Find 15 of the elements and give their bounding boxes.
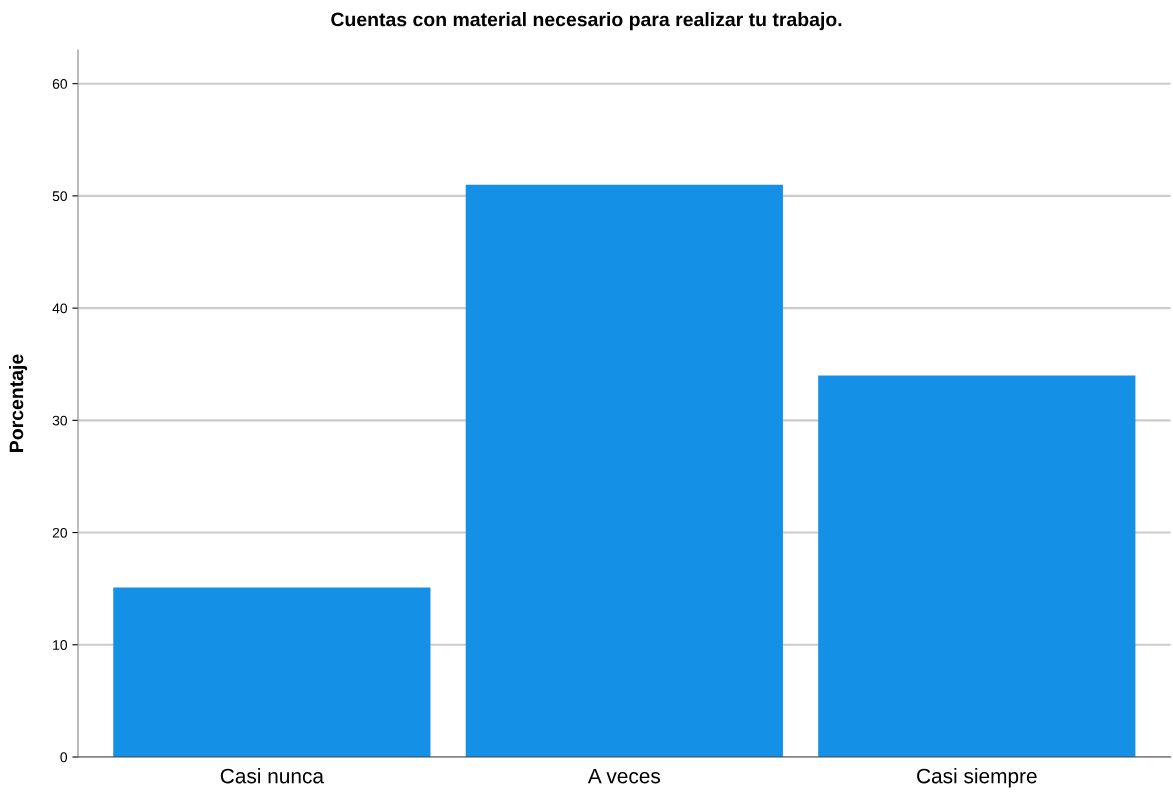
y-axis-title: Porcentaje (9, 354, 28, 452)
bar (465, 184, 783, 757)
y-tick-label: 10 (53, 640, 68, 650)
x-tick-label: Casi siempre (917, 768, 1037, 788)
bar (818, 375, 1136, 757)
y-tick-label: 20 (52, 527, 68, 538)
x-tick-label: A veces (587, 768, 661, 784)
bar (113, 587, 431, 757)
y-tick-label: 0 (60, 752, 68, 763)
y-tick-label: 30 (52, 415, 68, 426)
chart-title: Cuentas con material necesario para realizar tu trabajo. (331, 12, 842, 31)
y-tick-label: 60 (52, 79, 68, 89)
x-tick-label: Casi nunca (220, 768, 324, 784)
y-tick-label: 40 (52, 303, 68, 314)
y-tick-label: 50 (52, 191, 68, 202)
